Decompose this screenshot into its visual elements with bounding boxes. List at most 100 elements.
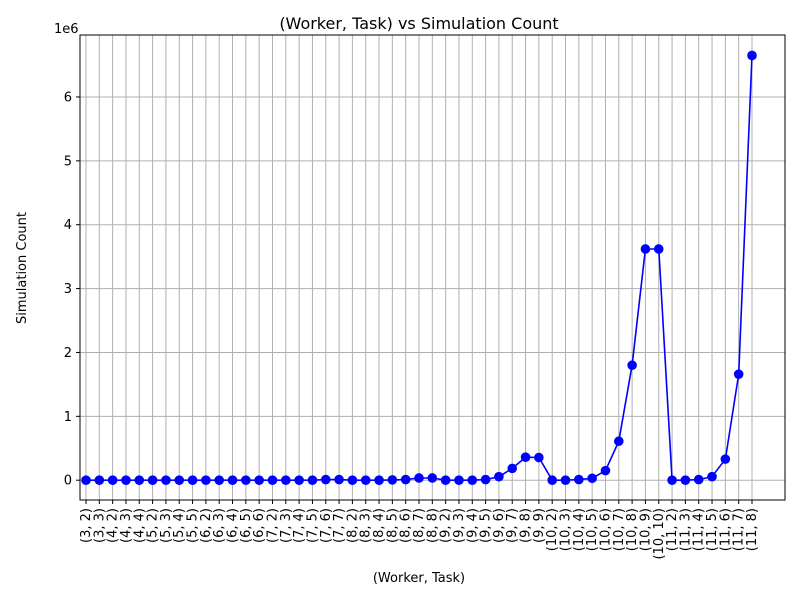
x-tick-label: (8, 2) — [345, 508, 360, 543]
x-tick-label: (8, 3) — [359, 508, 374, 543]
data-point — [281, 475, 291, 485]
data-point — [480, 474, 491, 485]
data-point — [147, 475, 158, 485]
data-point — [640, 244, 651, 254]
data-point — [627, 360, 637, 371]
x-tick-label: (3, 2) — [79, 508, 94, 543]
x-tick-label: (7, 7) — [332, 508, 347, 543]
data-point — [693, 474, 704, 485]
x-tick-label: (8, 7) — [412, 508, 427, 543]
data-point — [720, 454, 731, 464]
x-tick-label: (11, 8) — [745, 508, 760, 551]
data-point — [214, 475, 224, 485]
x-tick-label: (10, 4) — [572, 508, 587, 551]
x-tick-label: (10, 10) — [652, 508, 667, 560]
y-tick-label: 5 — [64, 154, 72, 169]
data-point — [134, 475, 145, 485]
data-point — [614, 436, 624, 447]
x-tick-label: (5, 4) — [172, 508, 187, 543]
x-tick-label: (8, 6) — [399, 508, 414, 543]
x-axis-ticks: (3, 2)(3, 3)(4, 2)(4, 3)(4, 4)(5, 2)(5, … — [79, 500, 760, 560]
x-tick-label: (11, 4) — [692, 508, 707, 551]
data-point — [254, 475, 264, 485]
data-point — [187, 475, 198, 485]
data-point — [587, 473, 597, 484]
x-tick-label: (3, 3) — [92, 508, 107, 543]
x-tick-label: (8, 8) — [425, 508, 440, 543]
x-tick-label: (5, 3) — [159, 508, 174, 543]
data-point — [547, 475, 558, 485]
x-tick-label: (11, 6) — [718, 508, 733, 551]
data-point — [347, 475, 358, 485]
data-point — [534, 452, 544, 463]
y-tick-label: 4 — [64, 218, 72, 233]
data-point — [574, 474, 584, 485]
x-tick-label: (6, 2) — [199, 508, 214, 543]
x-tick-label: (10, 8) — [625, 508, 640, 551]
x-tick-label: (8, 4) — [372, 508, 387, 543]
x-tick-label: (5, 2) — [146, 508, 161, 543]
y-tick-label: 3 — [64, 282, 72, 297]
data-point — [507, 463, 518, 474]
x-tick-label: (9, 2) — [439, 508, 454, 543]
data-point — [494, 471, 504, 482]
y-tick-label: 6 — [64, 90, 72, 105]
data-point — [454, 475, 464, 485]
x-tick-label: (7, 6) — [319, 508, 334, 543]
x-tick-label: (9, 7) — [505, 508, 520, 543]
data-point — [467, 475, 478, 485]
x-tick-label: (5, 5) — [186, 508, 201, 543]
x-tick-label: (10, 9) — [638, 508, 653, 551]
x-tick-label: (7, 2) — [265, 508, 280, 543]
x-tick-label: (7, 5) — [305, 508, 320, 543]
data-point — [174, 475, 185, 485]
x-tick-label: (6, 3) — [212, 508, 227, 543]
x-tick-label: (9, 4) — [465, 508, 480, 543]
y-tick-label: 1 — [64, 410, 72, 425]
data-point — [747, 50, 757, 61]
series-layer — [81, 50, 757, 485]
y-multiplier-label: 1e6 — [54, 22, 79, 37]
data-point — [520, 452, 531, 463]
data-point — [94, 475, 105, 485]
x-tick-label: (4, 2) — [106, 508, 121, 543]
x-axis-label: (Worker, Task) — [373, 571, 465, 586]
x-tick-label: (11, 3) — [678, 508, 693, 551]
x-tick-label: (4, 3) — [119, 508, 134, 543]
data-point — [81, 475, 91, 485]
data-point — [560, 475, 571, 485]
data-point — [267, 475, 278, 485]
data-point — [440, 475, 451, 485]
data-point — [387, 475, 398, 485]
x-tick-label: (9, 5) — [479, 508, 494, 543]
data-point — [294, 475, 304, 485]
data-point — [107, 475, 118, 485]
y-axis-label: Simulation Count — [15, 212, 30, 324]
x-tick-label: (11, 7) — [732, 508, 747, 551]
data-point — [227, 475, 238, 485]
x-tick-label: (9, 8) — [519, 508, 534, 543]
x-tick-label: (9, 9) — [532, 508, 547, 543]
x-tick-label: (10, 6) — [598, 508, 613, 551]
x-tick-label: (9, 3) — [452, 508, 467, 543]
data-point — [241, 475, 251, 485]
data-point — [414, 473, 424, 483]
data-point — [653, 244, 664, 254]
data-point — [121, 475, 131, 485]
x-tick-label: (11, 2) — [665, 508, 680, 551]
x-tick-label: (6, 6) — [252, 508, 267, 543]
x-tick-label: (6, 5) — [239, 508, 254, 543]
chart-title: (Worker, Task) vs Simulation Count — [279, 14, 558, 33]
data-point — [374, 475, 384, 485]
y-tick-label: 2 — [64, 346, 72, 361]
data-point — [733, 369, 744, 379]
x-tick-label: (8, 5) — [385, 508, 400, 543]
x-tick-label: (6, 4) — [226, 508, 241, 543]
x-tick-label: (9, 6) — [492, 508, 507, 543]
x-tick-label: (11, 5) — [705, 508, 720, 551]
x-tick-label: (10, 2) — [545, 508, 560, 551]
data-point — [334, 474, 344, 485]
data-point — [307, 475, 318, 485]
y-tick-label: 0 — [64, 474, 72, 489]
